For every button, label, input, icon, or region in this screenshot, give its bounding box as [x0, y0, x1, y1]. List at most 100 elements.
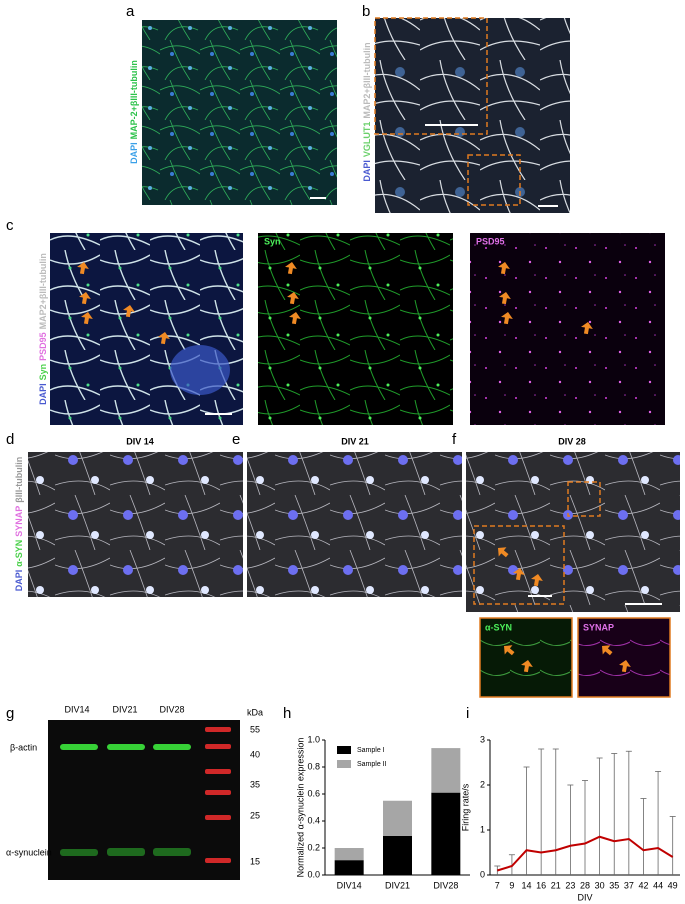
y-tick-label: 1.0	[307, 734, 320, 744]
x-tick-label: 14	[522, 880, 532, 890]
cell-body	[170, 345, 230, 395]
marker-label: 35	[250, 779, 260, 789]
arrows	[498, 547, 631, 673]
bands	[60, 744, 191, 750]
stain-label: DAPI Syn PSD95 MAP2+βIII-tubulin	[38, 253, 48, 405]
lane-label: DIV28	[159, 704, 184, 714]
unit-label: kDa	[247, 707, 263, 717]
panel-title: DIV 14	[126, 436, 154, 446]
micrograph	[247, 452, 462, 597]
y-tick-label: 1	[480, 824, 485, 834]
panel-title: DIV 21	[341, 436, 369, 446]
panel-title: DIV 28	[558, 436, 586, 446]
x-tick-label: 44	[653, 880, 663, 890]
stain: DAPI	[14, 570, 24, 592]
x-tick-label: 35	[609, 880, 619, 890]
y-axis-label: Normalized α-synuclein expression	[295, 738, 305, 878]
stain: MAP2+βIII-tubulin	[38, 253, 48, 329]
stain: DAPI	[38, 383, 48, 405]
y-tick-label: 0.8	[307, 761, 320, 771]
x-tick-label: DIV28	[433, 880, 458, 890]
inset-label: SYNAP	[583, 622, 614, 632]
arrows	[77, 262, 593, 345]
bar-segment	[383, 835, 412, 875]
stain: MAP2+βIII-tubulin	[362, 42, 372, 118]
x-tick-label: 16	[536, 880, 546, 890]
x-tick-label: 30	[595, 880, 605, 890]
panel-label: i	[466, 705, 469, 722]
legend-label: Sample I	[357, 747, 385, 754]
stain-label: DAPI α-SYN SYNAP βIII-tubulin	[14, 457, 24, 592]
x-axis-label: DIV	[577, 892, 592, 902]
zoom-box	[467, 154, 521, 206]
zoom-box	[567, 481, 601, 517]
inset	[479, 617, 573, 698]
marker-label: 55	[250, 724, 260, 734]
panel-label: d	[6, 431, 14, 448]
inset	[577, 617, 671, 698]
micrograph	[470, 233, 665, 425]
panel-label: e	[232, 431, 240, 448]
legend-swatch	[337, 760, 351, 768]
stain: PSD95	[38, 332, 48, 361]
channel-label: Syn	[264, 236, 281, 246]
lane-label: DIV21	[112, 704, 137, 714]
y-tick-label: 0.2	[307, 842, 320, 852]
panel-label: a	[126, 3, 135, 20]
ladder	[205, 727, 231, 863]
y-tick-label: 0.4	[307, 815, 320, 825]
marker-label: 25	[250, 810, 260, 820]
stain-label: DAPI MAP-2+βIII-tubulin	[129, 60, 139, 164]
bands	[60, 848, 191, 856]
bar-segment	[383, 800, 412, 836]
panel-label: c	[6, 217, 14, 234]
x-tick-label: 49	[668, 880, 678, 890]
panel-label: b	[362, 3, 370, 20]
x-tick-label: DIV21	[385, 880, 410, 890]
y-tick-label: 0.0	[307, 869, 320, 879]
stain: DAPI	[362, 160, 372, 182]
micrograph	[142, 20, 337, 205]
bar-segment	[431, 792, 461, 875]
marker-label: 15	[250, 856, 260, 866]
x-tick-label: DIV14	[337, 880, 362, 890]
x-tick-label: 7	[495, 880, 500, 890]
stain: DAPI	[129, 142, 139, 164]
legend-label: Sample II	[357, 761, 387, 768]
inset	[473, 525, 565, 605]
stain: α-SYN	[14, 540, 24, 567]
y-tick-label: 0	[480, 869, 485, 879]
micrograph	[28, 452, 243, 597]
x-tick-label: 23	[565, 880, 575, 890]
y-tick-label: 0.6	[307, 788, 320, 798]
stain: MAP-2+βIII-tubulin	[129, 60, 139, 139]
bar-segment	[334, 848, 364, 861]
stain: VGLUT1	[362, 122, 372, 158]
bar-segment	[334, 860, 364, 875]
panel-label: h	[283, 705, 291, 722]
stain: βIII-tubulin	[14, 457, 24, 503]
panel-label: g	[6, 705, 14, 722]
legend-swatch	[337, 746, 351, 754]
x-tick-label: 21	[551, 880, 561, 890]
stain-label: DAPI VGLUT1 MAP2+βIII-tubulin	[362, 42, 372, 181]
marker-label: 40	[250, 749, 260, 759]
x-tick-label: 37	[624, 880, 634, 890]
lane-label: DIV14	[64, 704, 89, 714]
micrograph	[50, 233, 243, 425]
y-tick-label: 3	[480, 734, 485, 744]
band-label: α-synuclein	[6, 847, 52, 857]
x-tick-label: 28	[580, 880, 590, 890]
x-tick-label: 42	[638, 880, 648, 890]
panel-label: f	[452, 431, 457, 448]
inset-label: α-SYN	[485, 622, 512, 632]
channel-label: PSD95	[476, 236, 505, 246]
y-axis-label: Firing rate/s	[460, 783, 470, 831]
y-tick-label: 2	[480, 779, 485, 789]
inset	[374, 17, 488, 135]
micrograph	[258, 233, 453, 425]
mean-line	[497, 835, 674, 872]
x-tick-label: 9	[509, 880, 514, 890]
band-label: β-actin	[10, 742, 37, 752]
